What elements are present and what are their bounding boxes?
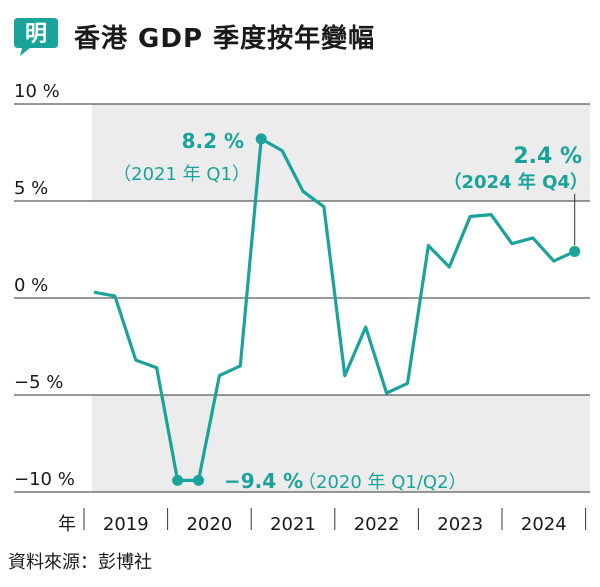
peak-value-label: 8.2 % xyxy=(182,129,244,153)
mingpao-logo-icon: 明 xyxy=(14,18,58,56)
data-point-marker xyxy=(172,474,184,486)
x-axis: 年 2019 2020 2021 2022 2023 2024 xyxy=(58,508,587,535)
source-note: 資料來源：彭博社 xyxy=(8,552,152,573)
shade-band-upper xyxy=(92,104,590,201)
peak-period-label: （2021 年 Q1） xyxy=(113,164,250,185)
gdp-series-line xyxy=(93,137,576,482)
y-tick-label: 10 % xyxy=(14,81,60,102)
logo-char: 明 xyxy=(25,22,47,47)
gridlines xyxy=(14,103,590,493)
y-tick-labels: 10 % 5 % 0 % −5 % −10 % xyxy=(14,81,75,490)
x-tick-label: 2023 xyxy=(437,514,483,535)
shaded-bands xyxy=(92,104,590,492)
y-tick-label: −10 % xyxy=(14,469,75,490)
latest-value-label: 2.4 % xyxy=(513,144,582,169)
x-axis-label: 年 xyxy=(58,514,76,535)
x-tick-label: 2022 xyxy=(354,514,400,535)
x-tick-label: 2021 xyxy=(270,514,316,535)
y-tick-label: 5 % xyxy=(14,178,48,199)
trough-value-label: −9.4 % xyxy=(224,469,303,493)
trough-period-label: （2020 年 Q1/Q2） xyxy=(298,472,467,493)
x-tick-label: 2020 xyxy=(186,514,232,535)
x-tick-label: 2019 xyxy=(103,514,149,535)
y-tick-label: −5 % xyxy=(14,372,63,393)
latest-period-label: （2024 年 Q4） xyxy=(444,171,588,193)
highlight-markers xyxy=(172,133,581,486)
x-tick-label: 2024 xyxy=(521,514,567,535)
data-point-marker xyxy=(193,474,204,486)
chart-title: 香港 GDP 季度按年變幅 xyxy=(74,24,376,54)
annotations: 8.2 % （2021 年 Q1） −9.4 %（2020 年 Q1/Q2） 2.4 … xyxy=(113,129,588,493)
data-point-marker xyxy=(255,133,267,145)
data-point-marker xyxy=(569,245,581,257)
y-tick-label: 0 % xyxy=(14,275,48,296)
